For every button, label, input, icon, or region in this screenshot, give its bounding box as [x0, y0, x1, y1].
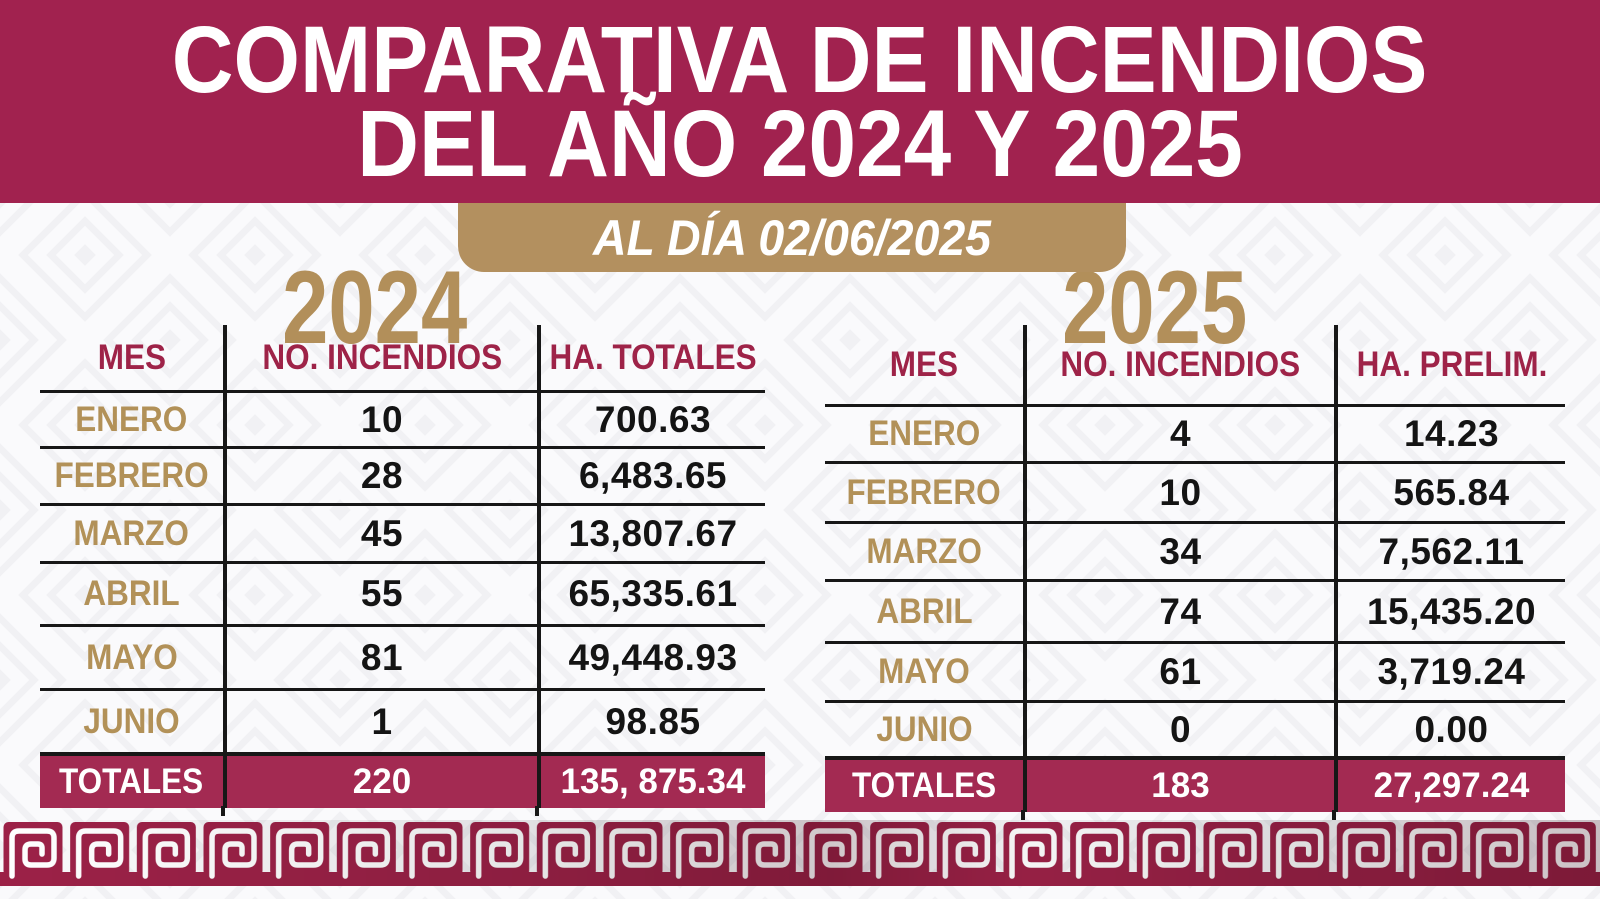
year-title-2024-text: 2024 [282, 250, 468, 366]
month-label: JUNIO [875, 709, 973, 749]
totals-value-cell: 183 [1023, 756, 1334, 812]
month-label: MAYO [878, 652, 970, 691]
totals-label-cell-2024: TOTALES [40, 752, 223, 808]
value-cell: 98.85 [537, 688, 765, 752]
value-cell: 10 [1023, 461, 1334, 521]
month-label: FEBRERO [846, 472, 1002, 512]
year-title-2024: 2024 [100, 256, 650, 360]
table-2025: MES NO. INCENDIOS HA. PRELIM. ENERO 4 14… [825, 325, 1565, 812]
totals-label: TOTALES [851, 766, 997, 805]
month-label: FEBRERO [54, 456, 209, 495]
col-header-ha-2025: HA. PRELIM. [1334, 325, 1565, 404]
value-cell: 700.63 [537, 390, 765, 446]
date-banner: AL DÍA 02/06/2025 [458, 203, 1126, 272]
value-cell: 3,719.24 [1334, 641, 1565, 700]
value-cell: 10 [223, 390, 537, 446]
month-cell: JUNIO [40, 688, 223, 752]
value-cell: 14.23 [1334, 404, 1565, 461]
col-header-incendios-2025: NO. INCENDIOS [1023, 325, 1334, 404]
value-cell: 28 [223, 446, 537, 503]
month-cell: ABRIL [40, 561, 223, 624]
totals-value-cell: 135, 875.34 [537, 752, 765, 808]
month-cell: FEBRERO [825, 461, 1023, 521]
month-cell: MAYO [825, 641, 1023, 700]
table-line-tail [1021, 810, 1025, 820]
totals-value-cell: 220 [223, 752, 537, 808]
col-header-mes-2024: MES [40, 325, 223, 390]
month-label: MARZO [866, 531, 982, 571]
month-label: MARZO [73, 513, 190, 553]
col-header-incendios-2024: NO. INCENDIOS [223, 325, 537, 390]
value-cell: 61 [1023, 641, 1334, 700]
table-line-tail [221, 806, 225, 816]
table-2024: MES NO. INCENDIOS HA. TOTALES ENERO 10 7… [40, 325, 765, 808]
value-cell: 13,807.67 [537, 503, 765, 561]
value-cell: 0.00 [1334, 700, 1565, 756]
col-header-text: NO. INCENDIOS [1060, 344, 1301, 384]
month-cell: ENERO [825, 404, 1023, 461]
month-label: ENERO [867, 414, 981, 453]
col-header-text: NO. INCENDIOS [262, 337, 502, 377]
title-line-1-text: COMPARATIVA DE INCENDIOS [172, 6, 1428, 113]
month-cell: MARZO [40, 503, 223, 561]
value-cell: 65,335.61 [537, 561, 765, 624]
value-cell: 565.84 [1334, 461, 1565, 521]
value-cell: 49,448.93 [537, 624, 765, 688]
month-label: ABRIL [83, 574, 180, 613]
title-line-1: COMPARATIVA DE INCENDIOS [102, 6, 1497, 113]
month-cell: JUNIO [825, 700, 1023, 756]
table-line-tail [1332, 810, 1336, 820]
value-cell: 45 [223, 503, 537, 561]
value-cell: 15,435.20 [1334, 579, 1565, 641]
col-header-text: MES [889, 344, 959, 384]
col-header-mes-2025: MES [825, 325, 1023, 404]
year-title-2025: 2025 [880, 256, 1430, 360]
title-banner: COMPARATIVA DE INCENDIOS DEL AÑO 2024 Y … [0, 0, 1600, 203]
month-cell: ENERO [40, 390, 223, 446]
month-cell: ABRIL [825, 579, 1023, 641]
col-header-text: HA. TOTALES [549, 337, 757, 377]
col-header-text: HA. PRELIM. [1356, 344, 1547, 384]
value-cell: 7,562.11 [1334, 521, 1565, 579]
title-line-2-text: DEL AÑO 2024 Y 2025 [357, 90, 1243, 197]
value-cell: 4 [1023, 404, 1334, 461]
month-cell: FEBRERO [40, 446, 223, 503]
month-label: ENERO [75, 399, 188, 439]
title-line-2: DEL AÑO 2024 Y 2025 [308, 90, 1292, 197]
value-cell: 81 [223, 624, 537, 688]
totals-label: TOTALES [59, 762, 204, 801]
col-header-text: MES [97, 337, 166, 377]
date-banner-text: AL DÍA 02/06/2025 [592, 209, 992, 266]
value-cell: 34 [1023, 521, 1334, 579]
value-cell: 74 [1023, 579, 1334, 641]
month-cell: MARZO [825, 521, 1023, 579]
value-cell: 6,483.65 [537, 446, 765, 503]
value-cell: 1 [223, 688, 537, 752]
year-title-2025-text: 2025 [1062, 250, 1248, 366]
totals-value-cell: 27,297.24 [1334, 756, 1565, 812]
month-label: JUNIO [83, 701, 180, 741]
table-line-tail [535, 806, 539, 816]
totals-label-cell-2025: TOTALES [825, 756, 1023, 812]
month-label: MAYO [85, 637, 178, 677]
value-cell: 55 [223, 561, 537, 624]
month-label: ABRIL [875, 591, 973, 631]
month-cell: MAYO [40, 624, 223, 688]
greca-border [0, 820, 1600, 886]
value-cell: 0 [1023, 700, 1334, 756]
col-header-ha-2024: HA. TOTALES [537, 325, 765, 390]
